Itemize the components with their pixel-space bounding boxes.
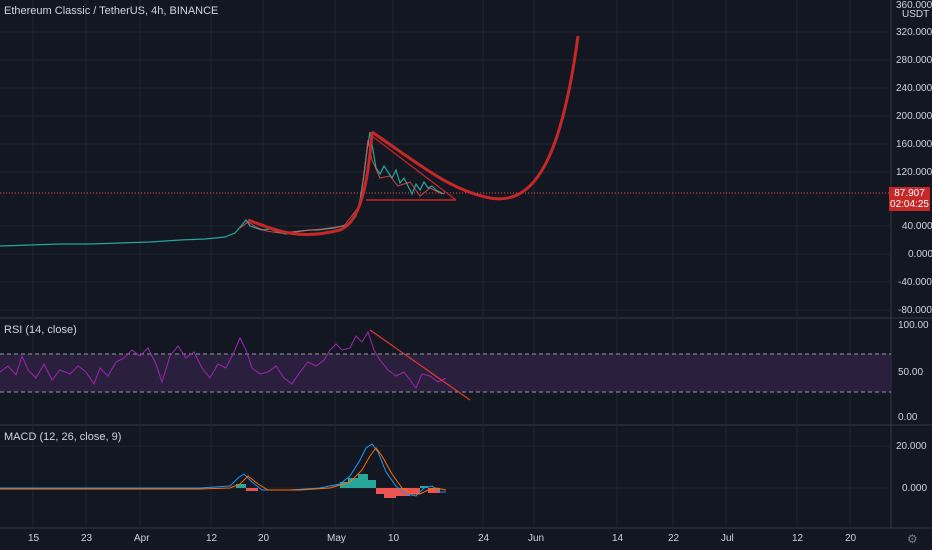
macd-tick: 0.000: [902, 483, 928, 494]
gear-icon[interactable]: ⚙: [907, 532, 918, 546]
price-tick: 160.000: [896, 139, 932, 150]
price-tick: 320.000: [896, 27, 932, 38]
price-series[interactable]: [0, 131, 445, 247]
time-label: 12: [206, 533, 218, 544]
drawing-curve-target[interactable]: [371, 35, 580, 201]
currency-label: USDT: [902, 9, 930, 20]
price-series-down: [239, 139, 443, 234]
time-label: 12: [792, 533, 804, 544]
price-tick: 40.000: [902, 221, 932, 232]
rsi-tick: 50.00: [898, 367, 924, 378]
price-tick: -40.000: [898, 277, 932, 288]
drawing-triangle-top[interactable]: [371, 135, 457, 201]
price-tick: 0.000: [908, 249, 932, 260]
time-label: 15: [28, 533, 40, 544]
time-label: 10: [388, 533, 400, 544]
time-label: 22: [668, 533, 680, 544]
price-tick: 200.000: [896, 111, 932, 122]
time-label: 14: [612, 533, 624, 544]
rsi-tick: 100.00: [898, 320, 929, 331]
drawing-curve-base[interactable]: [247, 131, 374, 237]
price-tick: 360.000: [896, 0, 932, 11]
last-price-tag: 87.907 02:04:25: [889, 187, 930, 211]
rsi-line[interactable]: [0, 330, 447, 389]
macd-line[interactable]: [0, 443, 446, 497]
time-label: Apr: [134, 533, 150, 544]
rsi-trendline[interactable]: [369, 329, 471, 401]
last-price-value: 87.907: [894, 188, 925, 199]
signal-line[interactable]: [0, 447, 447, 495]
chart-title: Ethereum Classic / TetherUS, 4h, BINANCE: [4, 5, 219, 17]
price-tick: 120.000: [896, 167, 932, 178]
time-label: May: [327, 533, 346, 544]
time-label: 24: [478, 533, 490, 544]
price-tick: 240.000: [896, 83, 932, 94]
horizontal-grid: [0, 31, 891, 489]
time-label: Jul: [721, 533, 734, 544]
time-label: 20: [845, 533, 857, 544]
rsi-tick: 0.00: [898, 412, 918, 423]
rsi-band: [0, 354, 891, 392]
macd-title[interactable]: MACD (12, 26, close, 9): [4, 431, 122, 443]
macd-tick: 20.000: [896, 441, 927, 452]
price-tick: 280.000: [896, 55, 932, 66]
time-label: 23: [81, 533, 93, 544]
time-label: Jun: [528, 533, 545, 544]
price-tick: -80.000: [898, 305, 932, 316]
rsi-title[interactable]: RSI (14, close): [4, 324, 77, 336]
bar-countdown: 02:04:25: [890, 199, 929, 210]
time-label: 20: [258, 533, 270, 544]
vertical-grid: [32, 0, 851, 528]
